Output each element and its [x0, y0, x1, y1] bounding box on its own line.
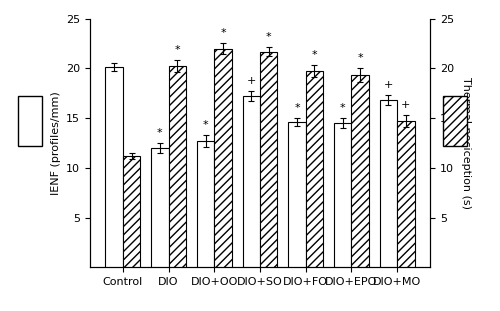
Bar — [260, 52, 278, 267]
Bar — [123, 156, 140, 267]
Text: *: * — [203, 120, 208, 130]
Bar — [151, 148, 168, 267]
Bar — [214, 49, 232, 267]
Text: *: * — [358, 53, 363, 63]
Y-axis label: IENF (profiles/mm): IENF (profiles/mm) — [50, 91, 60, 195]
Bar — [306, 72, 323, 267]
Bar — [334, 123, 351, 267]
Bar — [106, 67, 123, 267]
Bar — [288, 122, 306, 267]
Text: +: + — [401, 100, 410, 110]
FancyBboxPatch shape — [18, 96, 42, 146]
Text: *: * — [220, 28, 226, 38]
Text: *: * — [294, 103, 300, 113]
Bar — [197, 141, 214, 267]
Text: *: * — [312, 50, 317, 60]
Bar — [397, 121, 414, 267]
Text: *: * — [266, 31, 272, 42]
Bar — [168, 67, 186, 267]
Text: *: * — [157, 128, 162, 138]
Text: +: + — [384, 80, 393, 90]
Text: *: * — [174, 45, 180, 55]
Bar — [380, 100, 397, 267]
Y-axis label: Thermal nociception (s): Thermal nociception (s) — [460, 77, 470, 209]
FancyBboxPatch shape — [443, 96, 467, 146]
Bar — [352, 75, 369, 267]
Bar — [242, 96, 260, 267]
Text: +: + — [246, 76, 256, 86]
Text: *: * — [340, 103, 345, 113]
